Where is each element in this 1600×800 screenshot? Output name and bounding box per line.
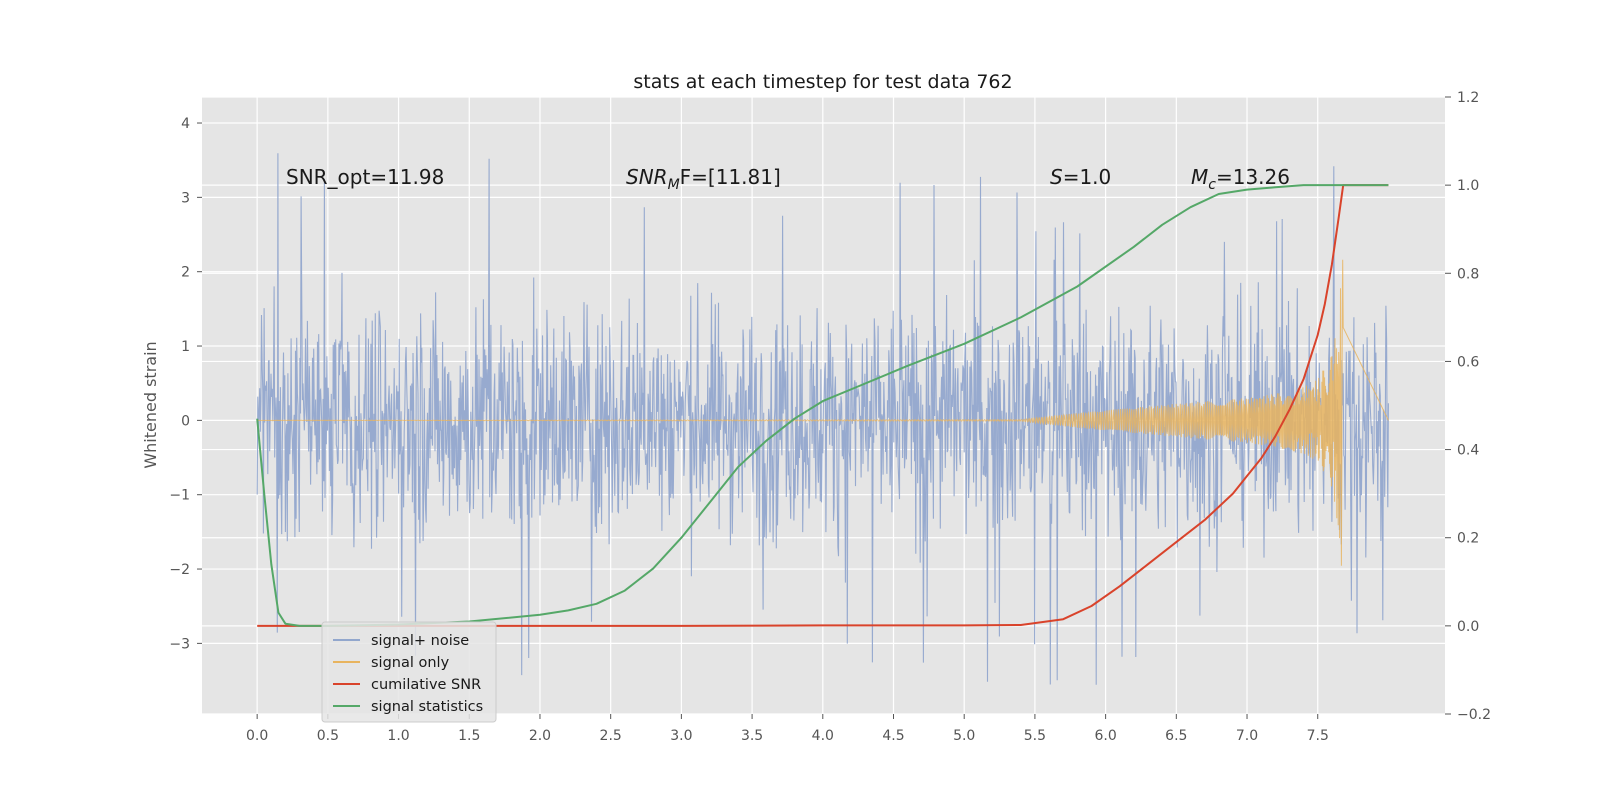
- x-tick-label: 0.0: [246, 728, 268, 744]
- series-signal-only: [257, 259, 1389, 566]
- y2-tick-label: 0.0: [1457, 619, 1479, 635]
- x-axis-ticks: 0.0 0.5 1.0 1.5 2.0 2.5 3.0 3.5 4.0 4.5 5.0 5.5 6.0 6…: [246, 714, 1329, 744]
- y-tick-label: −2: [169, 562, 190, 578]
- annotation-snr-mf-sub: M: [668, 177, 680, 193]
- annotation-mc: Mc=13.26: [1191, 165, 1290, 193]
- y-tick-label: 0: [181, 413, 190, 429]
- x-tick-label: 6.5: [1165, 728, 1187, 744]
- legend-label-snr: cumilative SNR: [371, 677, 481, 693]
- legend-label-stats: signal statistics: [371, 699, 483, 715]
- x-tick-label: 4.0: [812, 728, 834, 744]
- y-tick-label: −3: [169, 636, 190, 652]
- series-signal-noise: [256, 153, 1389, 685]
- y2-tick-label: 0.6: [1457, 354, 1479, 370]
- series-layer: [256, 153, 1389, 685]
- x-tick-label: 4.5: [882, 728, 904, 744]
- x-tick-label: 7.0: [1236, 728, 1258, 744]
- y-tick-label: 1: [181, 339, 190, 355]
- annotation-s-tail: =1.0: [1063, 165, 1112, 189]
- annotation-snr-mf-tail: F=[11.81]: [680, 165, 781, 189]
- x-tick-label: 0.5: [317, 728, 339, 744]
- annotation-snr-mf-main: SNR: [626, 165, 668, 189]
- x-tick-label: 3.0: [670, 728, 692, 744]
- legend-label-signal: signal only: [371, 655, 450, 671]
- x-tick-label: 2.5: [600, 728, 622, 744]
- y2-tick-label: −0.2: [1457, 707, 1491, 723]
- annotation-mc-main: M: [1191, 165, 1208, 189]
- y2-axis-ticks: 1.2 1.0 0.8 0.6 0.4 0.2 0.0 −0.2: [1445, 90, 1491, 723]
- x-tick-label: 7.5: [1307, 728, 1329, 744]
- x-tick-label: 6.0: [1094, 728, 1116, 744]
- x-tick-label: 1.5: [458, 728, 480, 744]
- y-tick-label: 4: [181, 116, 190, 132]
- y-tick-label: 2: [181, 265, 190, 281]
- y2-tick-label: 1.2: [1457, 90, 1479, 106]
- y2-tick-label: 0.2: [1457, 531, 1479, 547]
- annotation-snr-opt: SNR_opt=11.98: [286, 165, 444, 189]
- x-tick-label: 5.5: [1024, 728, 1046, 744]
- legend-label-noise: signal+ noise: [371, 633, 469, 649]
- y2-tick-label: 1.0: [1457, 178, 1479, 194]
- legend: signal+ noise signal only cumilative SNR…: [321, 621, 497, 723]
- x-tick-label: 5.0: [953, 728, 975, 744]
- annotation-mc-tail: =13.26: [1216, 165, 1290, 189]
- annotation-mc-sub: c: [1208, 177, 1216, 193]
- series-signal-statistics: [256, 184, 1389, 627]
- annotation-snr-mf: SNRMF=[11.81]: [626, 165, 781, 193]
- y2-tick-label: 0.4: [1457, 443, 1479, 459]
- y2-tick-label: 0.8: [1457, 266, 1479, 282]
- legend-box: [321, 621, 497, 723]
- series-cumulative-snr: [257, 184, 1389, 627]
- x-tick-label: 2.0: [529, 728, 551, 744]
- annotation-s: S=1.0: [1050, 165, 1111, 189]
- y-tick-label: −1: [169, 488, 190, 504]
- annotation-s-main: S: [1050, 165, 1063, 189]
- y-axis-label: Whitened strain: [141, 341, 160, 468]
- chart-title: stats at each timestep for test data 762: [633, 71, 1012, 93]
- y-tick-label: 3: [181, 190, 190, 206]
- x-tick-label: 1.0: [387, 728, 409, 744]
- x-tick-label: 3.5: [741, 728, 763, 744]
- y-axis-ticks: 4 3 2 1 0 −1 −2 −3: [169, 116, 202, 652]
